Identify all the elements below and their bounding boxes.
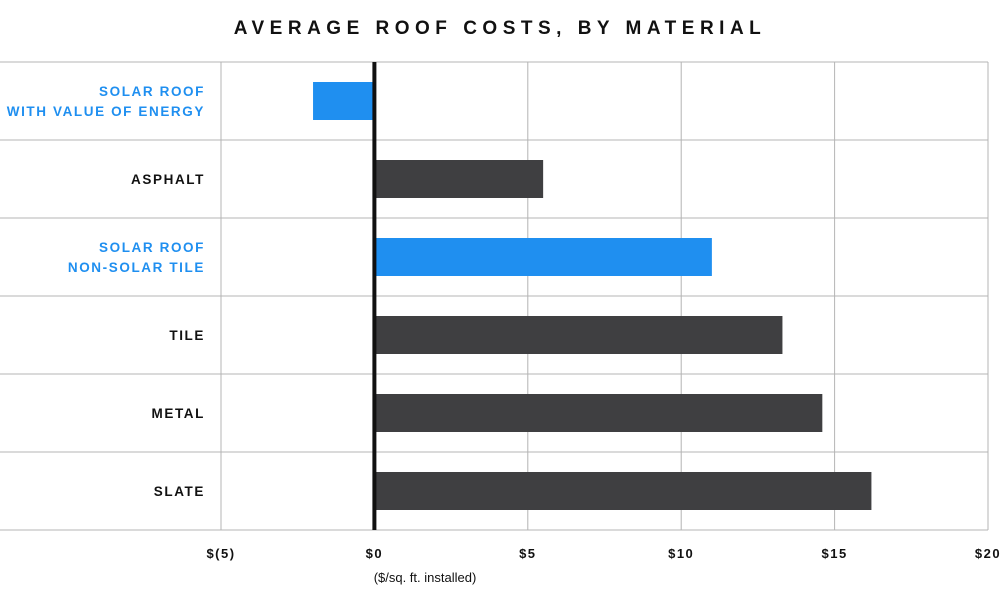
bar [374, 160, 544, 198]
category-label: SOLAR ROOF NON-SOLAR TILE [68, 240, 205, 275]
category-label: METAL [152, 406, 206, 421]
x-tick-label: $20 [975, 546, 1000, 561]
category-label: SOLAR ROOF WITH VALUE OF ENERGY [7, 84, 205, 119]
x-tick-label: $5 [519, 546, 536, 561]
chart-title: AVERAGE ROOF COSTS, BY MATERIAL [233, 18, 767, 39]
bar [374, 472, 872, 510]
x-axis-label: ($/sq. ft. installed) [374, 570, 477, 585]
category-label: ASPHALT [131, 172, 205, 187]
bar [374, 238, 712, 276]
bars-layer [313, 82, 872, 510]
category-label: SLATE [154, 484, 205, 499]
x-tick-label: $10 [668, 546, 694, 561]
x-tick-label: $(5) [206, 546, 235, 561]
grid-layer [0, 61, 989, 531]
category-labels: SOLAR ROOF WITH VALUE OF ENERGY ASPHALT SOL… [7, 84, 206, 499]
x-tick-label: $0 [366, 546, 383, 561]
category-label: TILE [169, 328, 205, 343]
x-tick-labels: $(5) $0 $5 $10 $15 $20 [206, 546, 1000, 561]
x-tick-label: $15 [821, 546, 847, 561]
bar [374, 394, 823, 432]
bar [313, 82, 375, 120]
bar [374, 316, 783, 354]
